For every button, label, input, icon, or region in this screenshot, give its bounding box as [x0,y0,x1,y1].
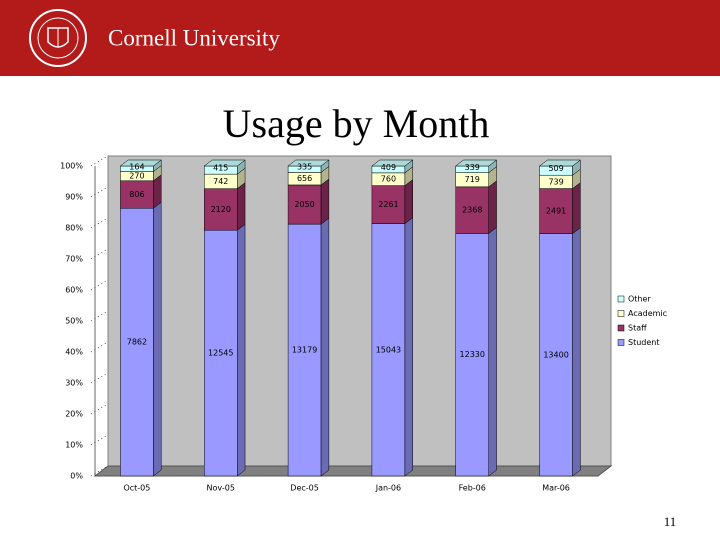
tick-mark [90,341,109,353]
legend-swatch [617,310,625,317]
data-label: 335 [297,163,312,172]
legend-label: Student [628,338,660,347]
data-label: 2491 [546,207,566,216]
bar-side [237,223,246,477]
chart-title: Usage by Month [223,101,490,146]
tick-mark [90,310,109,322]
bar-top [371,159,414,167]
tick-mark [90,186,109,198]
bar-side [237,182,246,231]
tick-mark [90,217,109,229]
y-tick-label: 70% [65,255,83,264]
bar-segment [287,184,322,225]
data-label: 2261 [378,200,398,209]
y-tick-label: 30% [65,379,83,388]
bar-segment [204,229,238,477]
x-tick-label: Mar-06 [542,484,570,493]
y-tick-label: 80% [65,224,83,233]
legend-label: Staff [628,324,647,333]
data-label: 15043 [376,345,401,354]
y-tick-label: 60% [65,286,83,295]
bar-segment [120,180,154,209]
x-tick-label: Dec-05 [290,484,319,493]
data-label: 742 [213,177,228,186]
legend-label: Academic [628,309,667,318]
y-tick-label: 50% [65,317,83,326]
bar-segment [371,185,406,224]
bar-side [572,182,581,235]
y-tick-label: 100% [60,162,83,171]
bar-side [404,179,413,225]
data-label: 12330 [460,350,485,359]
data-label: 164 [129,162,144,171]
floor [93,465,613,477]
tick-mark [90,248,109,260]
bar-segment [455,186,489,234]
tick-mark [90,403,109,415]
data-label: 409 [381,163,396,172]
x-tick-label: Oct-05 [123,484,150,493]
data-label: 719 [465,175,480,184]
bar-side [404,217,413,477]
data-label: 13400 [543,350,568,359]
bar-side [320,178,330,225]
bar-segment [120,207,154,477]
data-label: 509 [548,164,563,173]
bar-top [287,159,330,167]
data-label: 760 [381,175,396,184]
y-tick-label: 40% [65,348,83,357]
tick-mark [90,372,109,384]
page-number: 11 [664,514,677,529]
bar-segment [539,188,573,234]
data-label: 2368 [462,206,482,215]
org-name: Cornell University [108,25,280,50]
data-label: 415 [213,164,228,173]
x-tick-label: Jan-06 [375,484,401,493]
x-tick-label: Feb-06 [459,484,486,493]
data-label: 270 [129,172,144,181]
legend-swatch [617,324,625,332]
data-label: 7862 [127,338,147,347]
y-tick-label: 90% [65,193,83,202]
x-tick-label: Nov-05 [207,484,235,493]
y-tick-label: 20% [65,410,83,419]
y-tick-label: 0% [70,472,83,481]
data-label: 339 [465,163,480,172]
legend-swatch [617,295,625,303]
tick-mark [90,434,109,446]
bar-segment [204,188,238,231]
y-tick-label: 10% [65,441,83,450]
tick-mark [90,279,109,291]
bar-side [488,226,497,477]
data-label: 656 [297,174,312,183]
tick-mark [90,465,109,477]
back-wall [107,155,612,467]
data-label: 2050 [294,200,314,209]
bar-side [320,217,330,477]
bar-side [572,227,581,477]
bar-top [455,159,498,167]
tick-mark [90,155,109,167]
data-label: 2120 [211,205,231,214]
bar-side [488,180,497,234]
header-banner [0,0,720,76]
data-label: 12545 [208,349,233,358]
seal [29,9,87,67]
bar-segment [287,223,322,477]
bar-top [203,159,246,167]
data-label: 739 [548,177,563,186]
legend-label: Other [628,295,651,304]
data-label: 13179 [292,346,317,355]
legend-swatch [617,339,625,346]
bar-top [119,159,162,167]
data-label: 806 [129,190,144,199]
bar-top [538,159,582,167]
bar-segment [539,233,573,477]
bar-side [153,201,162,477]
